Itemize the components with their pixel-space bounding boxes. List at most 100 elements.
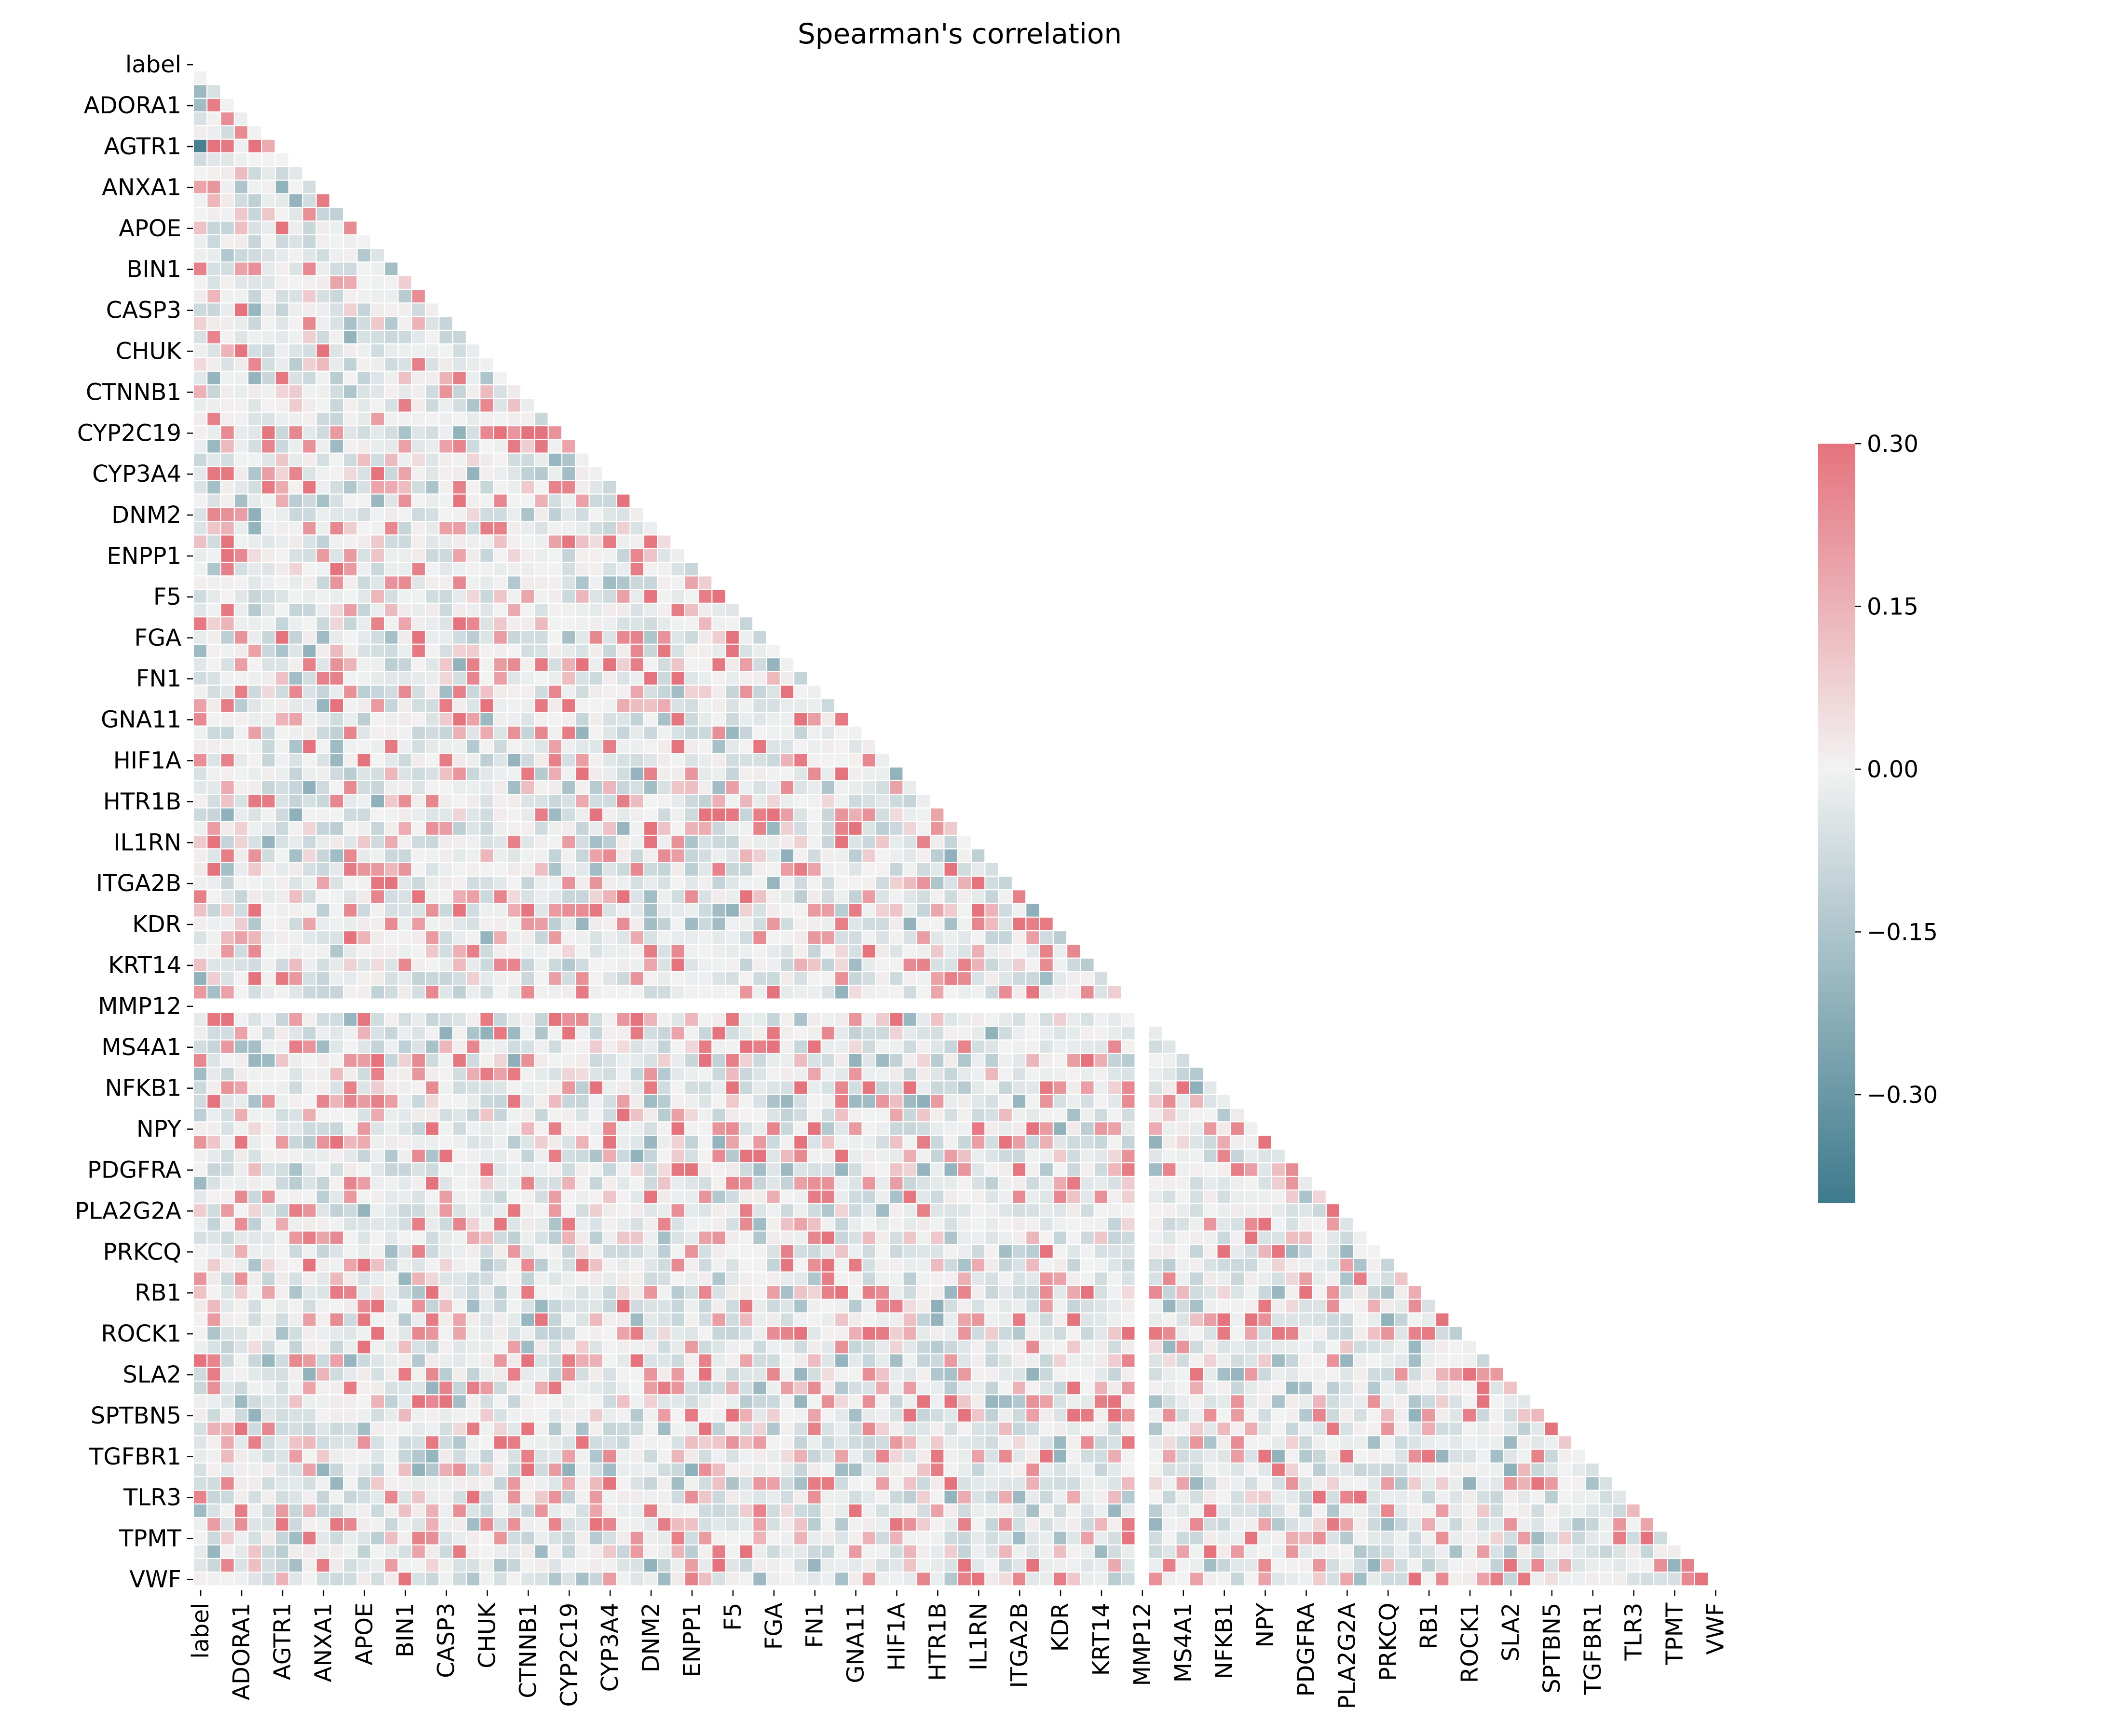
heatmap-cell xyxy=(903,877,916,890)
heatmap-cell xyxy=(303,863,316,876)
heatmap-cell xyxy=(1190,1327,1203,1340)
heatmap-cell xyxy=(999,1272,1012,1285)
heatmap-cell xyxy=(398,767,411,780)
heatmap-cell xyxy=(1245,1368,1258,1381)
heatmap-cell xyxy=(289,1218,302,1231)
heatmap-cell xyxy=(835,1259,848,1272)
heatmap-cell xyxy=(1067,1040,1080,1053)
heatmap-cell xyxy=(234,167,247,180)
heatmap-cell xyxy=(357,262,370,275)
heatmap-cell xyxy=(958,999,971,1012)
heatmap-cell xyxy=(1231,1218,1244,1231)
heatmap-cell xyxy=(972,863,985,876)
heatmap-cell xyxy=(1067,1286,1080,1299)
heatmap-cell xyxy=(289,617,302,630)
heatmap-cell xyxy=(357,1081,370,1094)
heatmap-cell xyxy=(275,399,288,412)
heatmap-cell xyxy=(330,1095,343,1108)
heatmap-cell xyxy=(1094,1409,1107,1422)
heatmap-cell xyxy=(371,399,384,412)
heatmap-cell xyxy=(467,1150,480,1163)
heatmap-cell xyxy=(1122,1286,1135,1299)
heatmap-cell xyxy=(194,617,207,630)
heatmap-cell xyxy=(357,535,370,548)
heatmap-cell xyxy=(1217,1341,1230,1354)
heatmap-cell xyxy=(562,1040,575,1053)
heatmap-cell xyxy=(330,1409,343,1422)
heatmap-cell xyxy=(207,1163,220,1176)
heatmap-cell xyxy=(194,371,207,384)
heatmap-cell xyxy=(248,713,261,726)
heatmap-cell xyxy=(1176,1136,1189,1149)
heatmap-cell xyxy=(644,1081,657,1094)
heatmap-cell xyxy=(289,1300,302,1313)
heatmap-cell xyxy=(357,781,370,794)
heatmap-cell xyxy=(234,317,247,330)
heatmap-cell xyxy=(303,877,316,890)
heatmap-cell xyxy=(767,849,780,862)
heatmap-cell xyxy=(248,412,261,425)
heatmap-cell xyxy=(862,1177,875,1190)
heatmap-cell xyxy=(576,1068,589,1081)
heatmap-cell xyxy=(262,221,275,234)
heatmap-cell xyxy=(494,849,507,862)
heatmap-cell xyxy=(630,1136,643,1149)
heatmap-cell xyxy=(548,1190,561,1203)
heatmap-cell xyxy=(876,1177,889,1190)
heatmap-cell xyxy=(1163,1177,1176,1190)
heatmap-cell xyxy=(630,685,643,698)
heatmap-cell xyxy=(330,822,343,835)
heatmap-cell xyxy=(316,221,329,234)
heatmap-cell xyxy=(603,1081,616,1094)
heatmap-cell xyxy=(344,1354,357,1367)
heatmap-cell xyxy=(794,1272,807,1285)
heatmap-cell xyxy=(221,331,234,344)
heatmap-cell xyxy=(316,808,329,821)
heatmap-cell xyxy=(876,1136,889,1149)
heatmap-cell xyxy=(289,481,302,494)
heatmap-cell xyxy=(562,1368,575,1381)
heatmap-cell xyxy=(262,194,275,207)
heatmap-cell xyxy=(753,1218,766,1231)
heatmap-cell xyxy=(1040,1341,1053,1354)
heatmap-cell xyxy=(1040,1382,1053,1395)
heatmap-cell xyxy=(344,563,357,576)
heatmap-cell xyxy=(1258,1354,1271,1367)
heatmap-cell xyxy=(562,522,575,535)
heatmap-cells xyxy=(194,71,1708,1586)
heatmap-cell xyxy=(999,1382,1012,1395)
heatmap-cell xyxy=(521,958,534,971)
heatmap-cell xyxy=(521,822,534,835)
heatmap-cell xyxy=(507,1231,520,1244)
heatmap-cell xyxy=(535,1190,548,1203)
heatmap-cell xyxy=(958,1054,971,1067)
heatmap-cell xyxy=(712,836,725,849)
heatmap-cell xyxy=(780,1354,793,1367)
heatmap-cell xyxy=(507,1054,520,1067)
heatmap-cell xyxy=(753,1081,766,1094)
heatmap-cell xyxy=(275,1313,288,1326)
heatmap-cell xyxy=(535,1218,548,1231)
heatmap-cell xyxy=(426,481,439,494)
heatmap-cell xyxy=(221,139,234,152)
heatmap-cell xyxy=(303,767,316,780)
heatmap-cell xyxy=(507,576,520,589)
heatmap-cell xyxy=(412,617,425,630)
heatmap-cell xyxy=(248,904,261,917)
heatmap-cell xyxy=(426,863,439,876)
heatmap-cell xyxy=(1313,1231,1326,1244)
heatmap-cell xyxy=(1081,1095,1094,1108)
heatmap-cell xyxy=(794,1259,807,1272)
heatmap-cell xyxy=(207,153,220,166)
heatmap-cell xyxy=(740,1313,753,1326)
heatmap-cell xyxy=(262,139,275,152)
heatmap-cell xyxy=(385,1040,398,1053)
heatmap-cell xyxy=(603,1368,616,1381)
heatmap-cell xyxy=(330,890,343,903)
heatmap-cell xyxy=(385,303,398,316)
heatmap-cell xyxy=(972,1313,985,1326)
heatmap-cell xyxy=(494,440,507,453)
heatmap-cell xyxy=(453,658,466,671)
heatmap-cell xyxy=(439,849,452,862)
heatmap-cell xyxy=(726,849,739,862)
